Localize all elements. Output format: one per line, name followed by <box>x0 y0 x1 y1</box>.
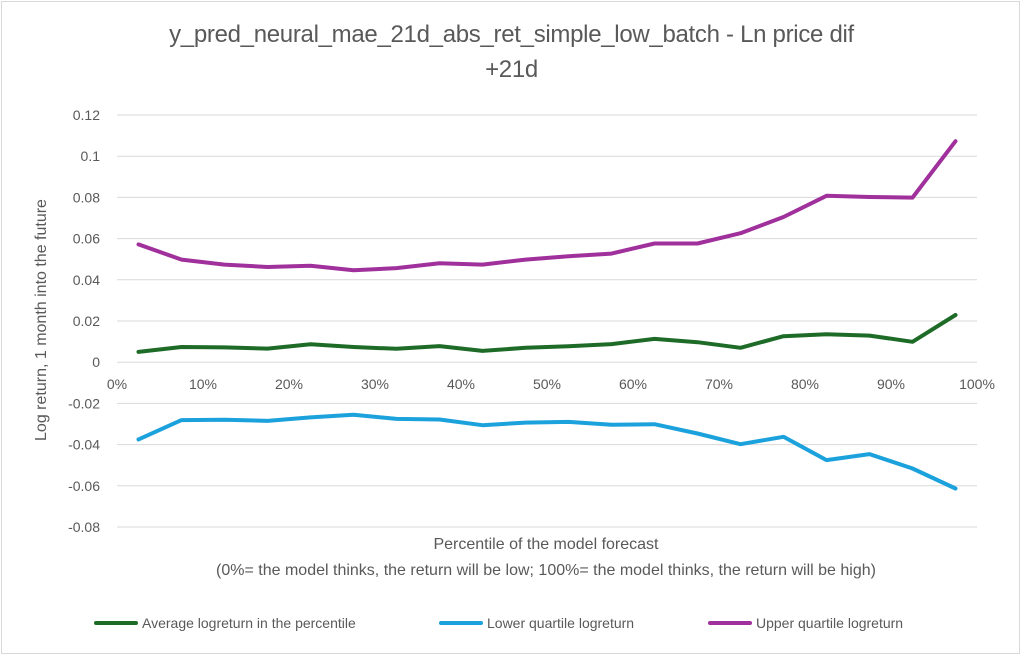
y-tick-labels: 0.12 0.1 0.08 0.06 0.04 0.02 0 -0.02 -0.04 -0.06 -… <box>68 107 100 535</box>
series-lower-quartile-line <box>136 412 958 491</box>
x-tick-label: 60% <box>619 376 647 392</box>
legend-swatch-upper-quartile <box>708 621 752 625</box>
x-tick-label: 30% <box>361 376 389 392</box>
x-tick-label: 100% <box>959 376 995 392</box>
legend-item-average: Average logreturn in the percentile <box>94 615 356 631</box>
gridlines <box>117 114 977 528</box>
y-tick-label: 0.06 <box>73 231 100 247</box>
x-tick-label: 10% <box>189 376 217 392</box>
legend-label-lower-quartile: Lower quartile logreturn <box>487 615 635 631</box>
y-tick-label: -0.08 <box>68 519 100 535</box>
series-lines <box>136 139 958 491</box>
x-tick-label: 50% <box>533 376 561 392</box>
chart-title-line2: +21d <box>485 56 538 83</box>
series-average-line <box>136 313 958 354</box>
x-tick-label: 80% <box>791 376 819 392</box>
legend-swatch-average <box>94 621 138 625</box>
x-tick-label: 40% <box>447 376 475 392</box>
x-tick-label: 20% <box>275 376 303 392</box>
y-tick-label: -0.02 <box>68 395 100 411</box>
x-tick-label: 0% <box>107 376 127 392</box>
y-tick-label: 0.02 <box>73 313 100 329</box>
x-tick-labels: 0% 10% 20% 30% 40% 50% 60% 70% 80% 90% 100% <box>107 376 995 392</box>
y-tick-label: 0 <box>92 354 100 370</box>
chart-title-line1: y_pred_neural_mae_21d_abs_ret_simple_low… <box>169 21 854 48</box>
y-tick-label: 0.08 <box>73 189 100 205</box>
x-tick-label: 70% <box>705 376 733 392</box>
x-axis-title: Percentile of the model forecast <box>433 536 659 553</box>
y-tick-label: 0.12 <box>73 107 100 123</box>
legend-swatch-lower-quartile <box>439 621 483 625</box>
y-axis-title: Log return, 1 month into the future <box>33 199 50 441</box>
legend: Average logreturn in the percentile Lowe… <box>0 615 1023 637</box>
series-upper-quartile-line <box>136 139 958 273</box>
x-tick-label: 90% <box>877 376 905 392</box>
legend-label-upper-quartile: Upper quartile logreturn <box>756 615 904 631</box>
y-tick-label: 0.1 <box>81 148 101 164</box>
y-tick-label: -0.04 <box>68 437 100 453</box>
x-axis-note: (0%= the model thinks, the return will b… <box>216 562 876 579</box>
legend-item-upper-quartile: Upper quartile logreturn <box>708 615 903 631</box>
y-tick-label: 0.04 <box>73 272 100 288</box>
legend-item-lower-quartile: Lower quartile logreturn <box>439 615 634 631</box>
legend-label-average: Average logreturn in the percentile <box>142 615 356 631</box>
y-tick-label: -0.06 <box>68 478 100 494</box>
